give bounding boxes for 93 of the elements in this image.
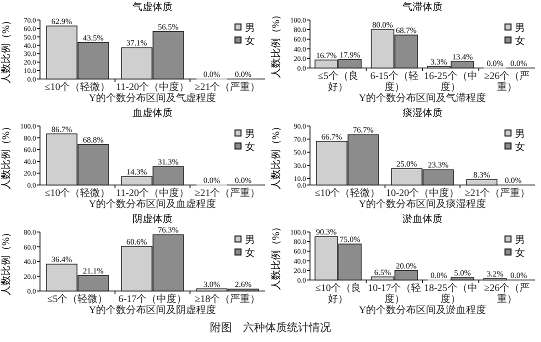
- x-tick-label: 6-15个（轻度）: [369, 71, 420, 93]
- data-label: 68.7%: [396, 26, 417, 36]
- data-label: 56.5%: [158, 22, 179, 32]
- data-label: 14.3%: [126, 168, 148, 177]
- data-label: 21.1%: [82, 266, 104, 276]
- data-label: 0.0%: [234, 70, 252, 79]
- data-label: 0.0%: [510, 271, 528, 280]
- data-label: 13.4%: [452, 52, 474, 62]
- y-axis-title: 人数比例（%）: [270, 222, 282, 290]
- data-label: 0.0%: [504, 176, 522, 185]
- x-axis-title: Y的个数分布区间及气滞程度: [358, 93, 488, 104]
- bar: [450, 277, 474, 280]
- chart-title: 痰湿体质: [402, 107, 442, 119]
- x-tick-label: 16-25个（中度）: [422, 71, 478, 93]
- data-label: 43.5%: [82, 33, 104, 42]
- x-tick-label: ≥21个（严重）: [194, 82, 262, 93]
- x-tick-label: 18-25个（中度）: [422, 283, 478, 305]
- legend-label: 女: [515, 141, 525, 153]
- chart-title: 气滞体质: [402, 1, 442, 13]
- x-tick-label: ≤10个（轻微）: [44, 188, 112, 199]
- data-label: 25.0%: [396, 160, 418, 169]
- x-tick-label: ≥21个（严重）: [194, 188, 262, 199]
- x-axis-title: Y的个数分布区间及淤血程度: [358, 305, 488, 316]
- data-label: 36.4%: [51, 255, 72, 264]
- legend-label: 女: [245, 35, 255, 47]
- data-label: 0.0%: [486, 59, 504, 68]
- x-tick-label: 6-17个（中度）: [117, 294, 187, 305]
- legend-label: 女: [515, 247, 525, 259]
- data-label: 20.0%: [396, 261, 417, 270]
- x-axis-title: Y的个数分布区间及阴虚程度: [88, 305, 218, 316]
- data-label: 6.5%: [374, 268, 392, 277]
- data-label: 3.0%: [203, 280, 220, 289]
- data-label: 0.0%: [234, 176, 252, 185]
- data-label: 2.6%: [234, 280, 252, 290]
- x-tick-label: 11-20个（中度）: [115, 188, 189, 199]
- data-label: 8.3%: [473, 170, 490, 180]
- data-label: 60.6%: [126, 237, 148, 246]
- data-label: 0.0%: [203, 70, 220, 79]
- x-tick-label: 10-20个（中度）: [385, 188, 460, 199]
- data-label: 31.3%: [158, 158, 179, 167]
- data-label: 3.2%: [486, 269, 504, 278]
- data-label: 0.0%: [430, 271, 448, 280]
- x-tick-label: ≤10个（轻微）: [314, 188, 382, 199]
- chart-title: 阴虚体质: [132, 213, 172, 225]
- chart-title: 淤血体质: [402, 213, 442, 225]
- x-tick-label: ≥26个（严重）: [484, 283, 531, 305]
- chart-title: 气虚体质: [132, 1, 172, 13]
- data-label: 23.3%: [428, 160, 449, 170]
- legend-label: 女: [515, 35, 525, 47]
- y-axis-title: 人数比例（%）: [0, 227, 12, 296]
- x-tick-label: ≥21个（严重）: [464, 188, 532, 199]
- legend-label: 女: [245, 141, 255, 153]
- y-axis-title: 人数比例（%）: [0, 121, 12, 190]
- x-tick-label: ≤10个（良好）: [314, 283, 362, 305]
- x-axis-title: Y的个数分布区间及血虚程度: [88, 199, 218, 210]
- x-axis-title: Y的个数分布区间及痰湿程度: [358, 199, 488, 210]
- legend-label: 女: [245, 247, 255, 259]
- legend-label: 男: [245, 235, 255, 246]
- data-label: 5.0%: [454, 268, 472, 278]
- bar: [466, 179, 498, 186]
- x-tick-label: ≤5个（良好）: [316, 71, 359, 93]
- legend-label: 男: [245, 129, 255, 140]
- x-tick-label: 10-17个（轻度）: [366, 283, 422, 305]
- data-label: 75.0%: [340, 235, 361, 244]
- data-label: 68.8%: [82, 135, 104, 144]
- data-label: 16.7%: [316, 50, 337, 60]
- legend-label: 男: [515, 23, 525, 34]
- data-label: 62.9%: [51, 16, 72, 26]
- data-label: 76.3%: [158, 226, 179, 235]
- data-label: 0.0%: [203, 176, 220, 185]
- x-tick-label: ≤5个（轻微）: [46, 294, 109, 305]
- data-label: 0.0%: [510, 59, 528, 68]
- x-tick-label: ≤10个（轻微）: [44, 82, 112, 93]
- data-label: 17.9%: [340, 50, 361, 60]
- x-tick-label: 11-20个（中度）: [115, 82, 189, 93]
- x-tick-label: ≥18个（严重）: [194, 294, 262, 305]
- y-axis-title: 人数比例（%）: [270, 121, 282, 190]
- legend-label: 男: [515, 129, 525, 140]
- data-label: 37.1%: [126, 38, 148, 48]
- x-tick-label: ≥26个（严重）: [484, 71, 531, 93]
- text: 附图 六种体质统计情况: [209, 322, 332, 335]
- data-label: 66.7%: [321, 132, 342, 142]
- y-axis-title: 人数比例（%）: [270, 10, 282, 78]
- data-label: 80.0%: [372, 20, 394, 30]
- legend-label: 男: [245, 23, 255, 34]
- data-label: 90.3%: [316, 228, 337, 237]
- legend-label: 男: [515, 235, 525, 246]
- chart-title: 血虚体质: [132, 107, 172, 119]
- x-axis-title: Y的个数分布区间及气虚程度: [88, 93, 218, 104]
- data-label: 76.7%: [352, 126, 374, 135]
- data-label: 3.3%: [430, 57, 448, 66]
- y-axis-title: 人数比例（%）: [0, 15, 12, 84]
- data-label: 86.7%: [51, 124, 72, 134]
